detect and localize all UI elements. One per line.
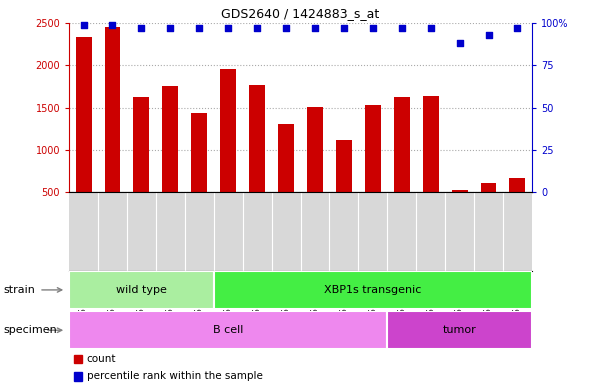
Bar: [278, 124, 294, 234]
Point: [195, 25, 204, 31]
Bar: [191, 113, 207, 234]
Point: [252, 25, 262, 31]
Bar: [336, 141, 352, 234]
Text: count: count: [87, 354, 116, 364]
FancyBboxPatch shape: [387, 311, 532, 349]
Point: [79, 22, 88, 28]
Point: [108, 22, 117, 28]
Point: [136, 25, 146, 31]
Bar: [76, 36, 91, 234]
Text: XBP1s transgenic: XBP1s transgenic: [324, 285, 421, 295]
Point: [513, 25, 522, 31]
FancyBboxPatch shape: [69, 311, 387, 349]
Point: [426, 25, 436, 31]
Bar: [133, 96, 150, 234]
Point: [455, 40, 465, 46]
Bar: [220, 69, 236, 234]
Text: B cell: B cell: [213, 325, 243, 335]
FancyBboxPatch shape: [214, 271, 532, 309]
Bar: [451, 190, 468, 234]
Text: specimen: specimen: [3, 325, 56, 335]
Bar: [105, 27, 120, 234]
Text: percentile rank within the sample: percentile rank within the sample: [87, 371, 263, 381]
Point: [339, 25, 349, 31]
FancyBboxPatch shape: [69, 271, 214, 309]
Bar: [74, 355, 82, 363]
Point: [397, 25, 406, 31]
Text: wild type: wild type: [116, 285, 167, 295]
Point: [281, 25, 291, 31]
Text: tumor: tumor: [443, 325, 477, 335]
Point: [368, 25, 377, 31]
Bar: [307, 107, 323, 234]
Bar: [74, 372, 82, 381]
Point: [310, 25, 320, 31]
Bar: [510, 178, 525, 234]
Bar: [365, 105, 381, 234]
Point: [165, 25, 175, 31]
Point: [484, 32, 493, 38]
Title: GDS2640 / 1424883_s_at: GDS2640 / 1424883_s_at: [221, 7, 380, 20]
Bar: [162, 86, 178, 234]
Bar: [249, 85, 265, 234]
Text: strain: strain: [3, 285, 35, 295]
Bar: [423, 96, 439, 234]
Point: [224, 25, 233, 31]
Bar: [394, 96, 410, 234]
Bar: [481, 183, 496, 234]
